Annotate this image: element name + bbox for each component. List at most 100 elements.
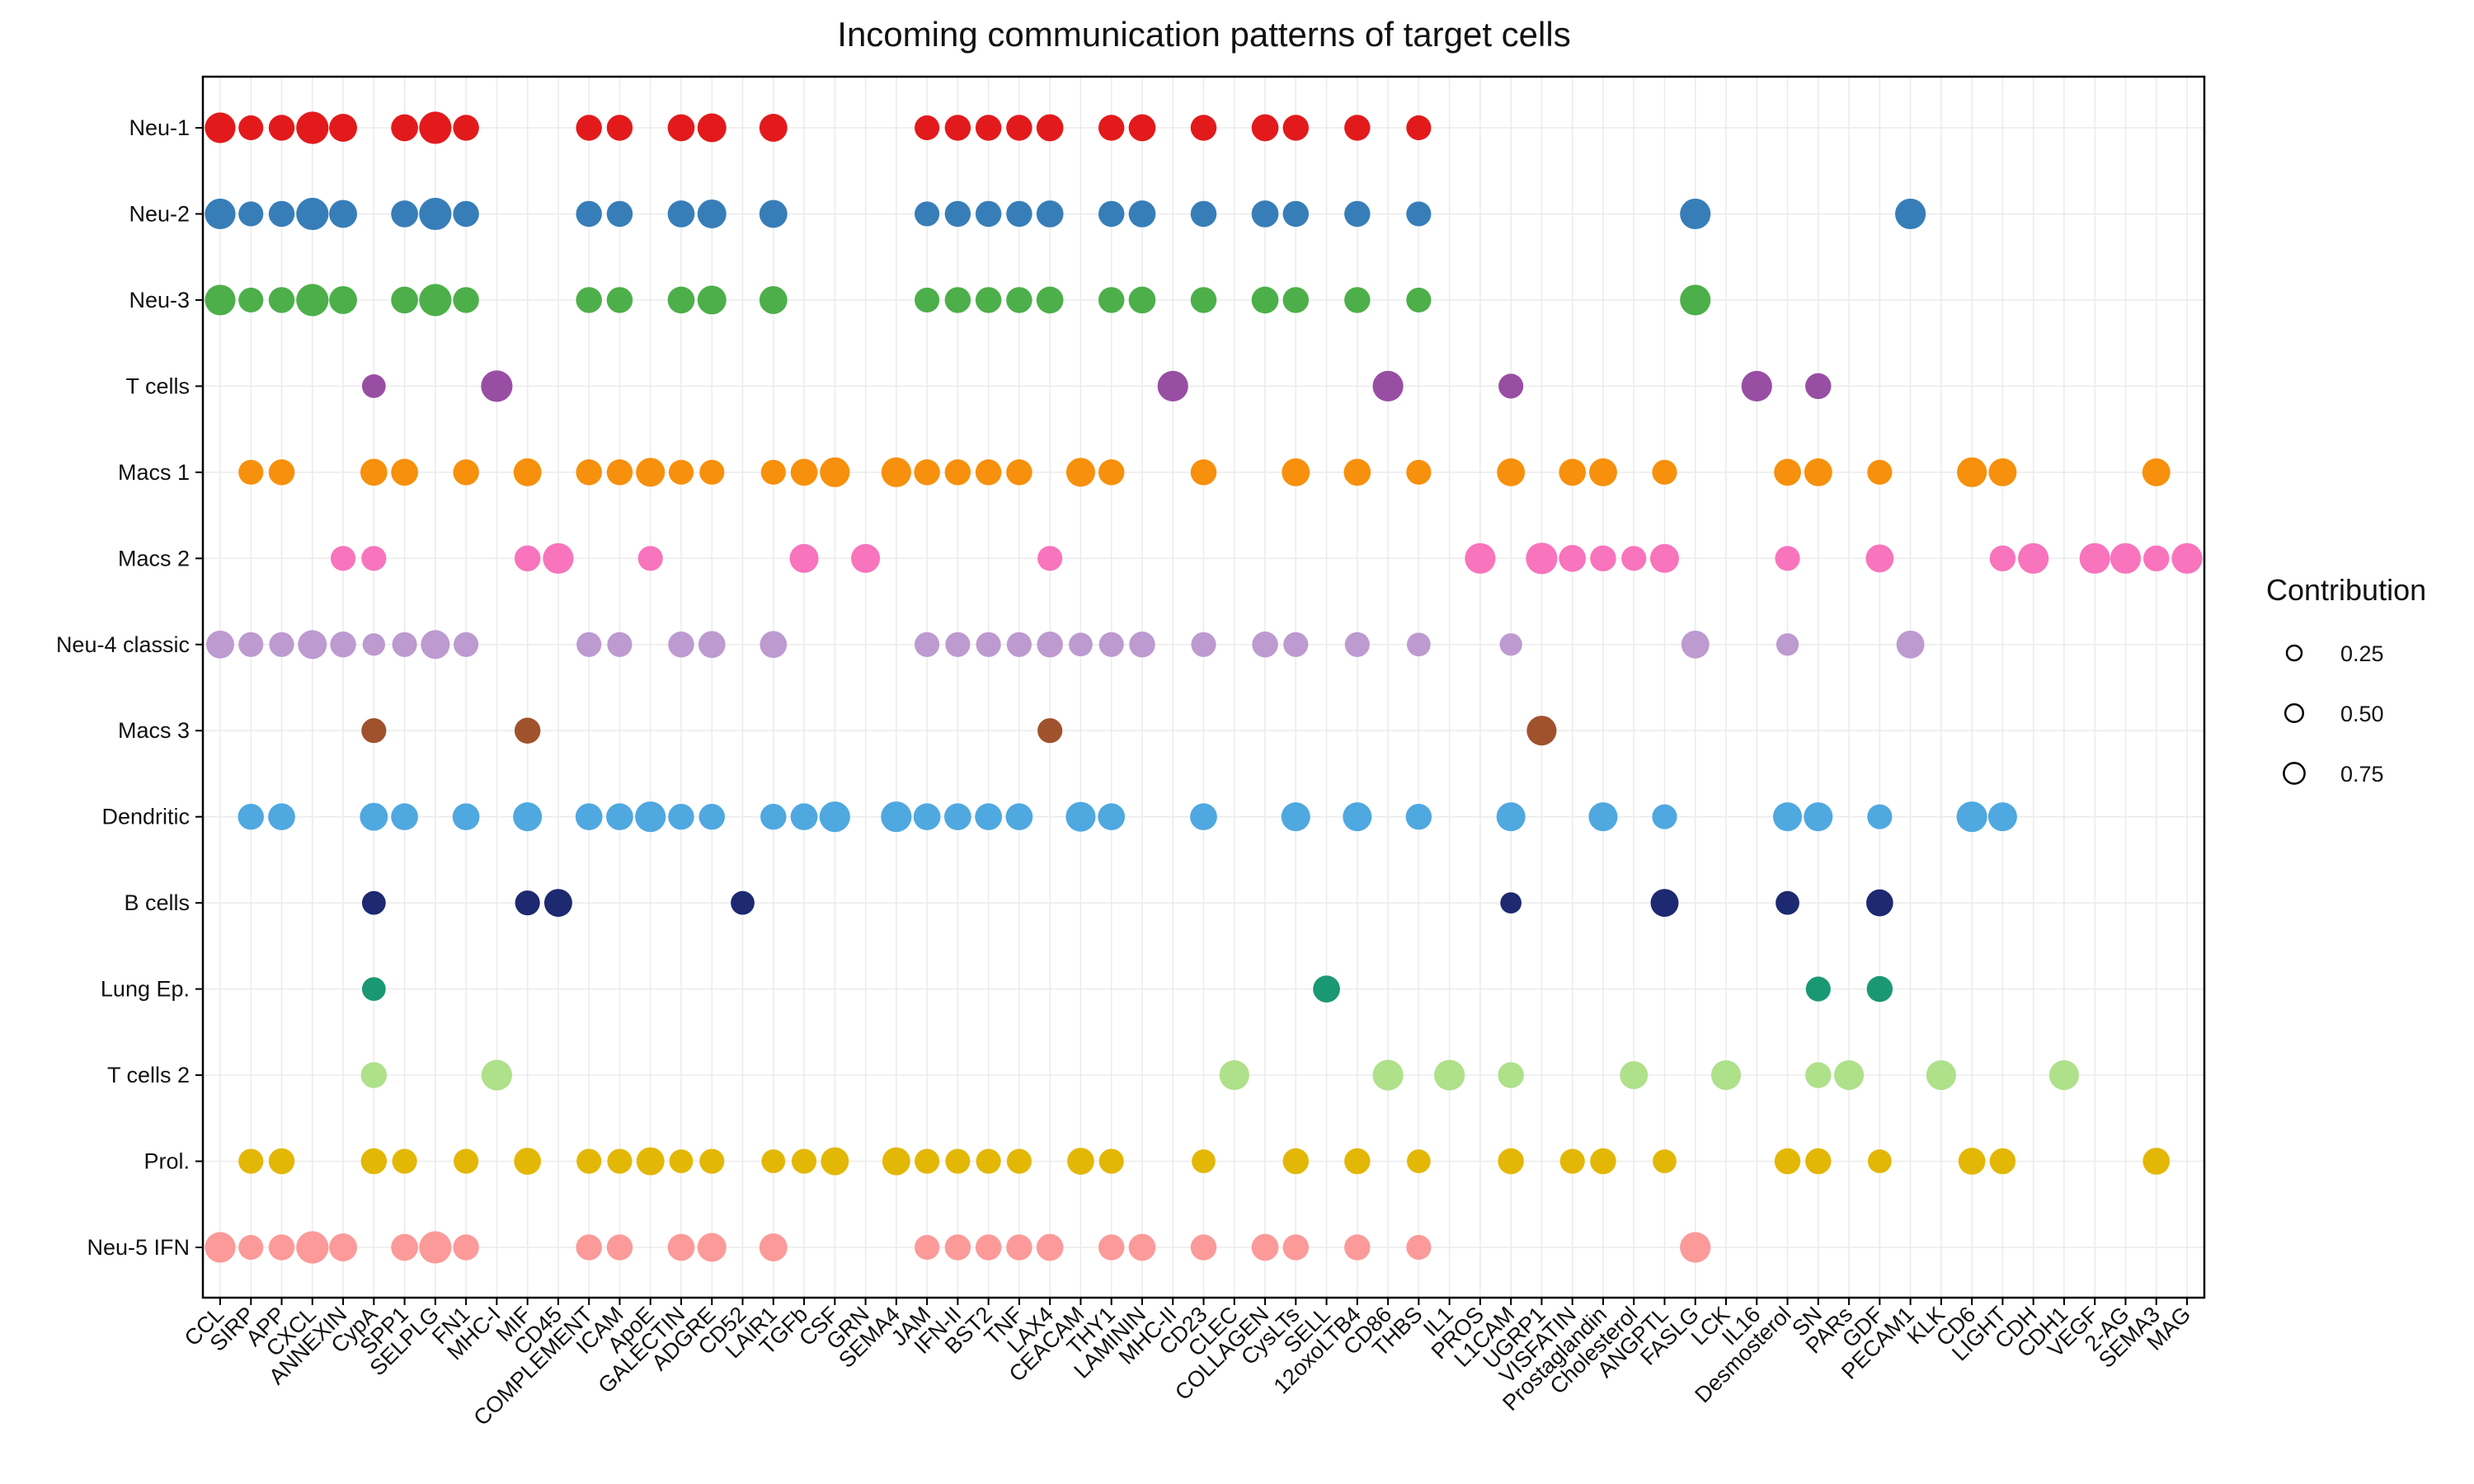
data-point: [881, 457, 911, 487]
data-point: [759, 285, 788, 314]
legend-size-label: 0.50: [2340, 702, 2384, 726]
data-point: [759, 1233, 788, 1261]
y-tick-label: Dendritic: [101, 805, 190, 829]
data-point: [637, 546, 663, 571]
data-point: [1621, 546, 1647, 571]
data-point: [606, 115, 633, 141]
data-point: [667, 200, 695, 228]
data-point: [1098, 1148, 1124, 1174]
data-point: [1805, 1062, 1832, 1088]
data-point: [1128, 1233, 1156, 1261]
data-point: [790, 458, 818, 486]
data-point: [1098, 459, 1125, 486]
data-point: [1526, 542, 1558, 575]
data-point: [1190, 803, 1217, 831]
data-point: [975, 1234, 1002, 1261]
data-point: [576, 200, 602, 228]
data-point: [1406, 632, 1431, 657]
data-point: [1405, 803, 1432, 830]
data-point: [975, 459, 1002, 486]
data-point: [1037, 632, 1063, 658]
data-point: [1804, 802, 1833, 832]
data-point: [914, 459, 940, 486]
data-point: [1006, 632, 1032, 657]
data-point: [296, 197, 329, 231]
data-point: [576, 1234, 602, 1261]
data-point: [1344, 200, 1371, 228]
data-point: [1774, 458, 1801, 486]
data-point: [945, 1148, 971, 1174]
data-point: [362, 633, 385, 656]
data-point: [296, 284, 329, 317]
data-point: [1128, 200, 1156, 228]
data-point: [543, 889, 572, 918]
grid-lines: [203, 77, 2204, 1298]
data-point: [699, 1148, 725, 1174]
data-point: [668, 459, 694, 485]
data-point: [514, 717, 541, 744]
data-point: [1006, 1148, 1032, 1174]
data-point: [268, 803, 295, 831]
data-point: [606, 1234, 633, 1261]
data-points: [205, 111, 2203, 1264]
data-point: [944, 287, 971, 313]
data-point: [668, 803, 694, 830]
data-point: [268, 115, 295, 141]
data-point: [1251, 200, 1279, 228]
data-point: [697, 113, 727, 143]
data-point: [1652, 459, 1677, 485]
data-point: [607, 632, 633, 657]
data-point: [1804, 458, 1832, 486]
data-point: [1098, 803, 1126, 831]
data-point: [1069, 632, 1093, 657]
data-point: [976, 632, 1001, 657]
data-point: [361, 374, 386, 398]
data-point: [975, 803, 1002, 831]
data-point: [1590, 545, 1616, 572]
data-point: [1988, 458, 2017, 486]
data-point: [1006, 200, 1032, 228]
data-point: [1498, 373, 1524, 399]
data-point: [1958, 1148, 1986, 1175]
data-point: [515, 890, 540, 916]
data-point: [1989, 1148, 2016, 1175]
data-point: [1006, 115, 1032, 141]
data-point: [391, 458, 418, 486]
data-point: [1497, 458, 1526, 486]
x-axis: CCLSIRPAPPCXCLANNEXINCypASPP1SELPLGFN1MH…: [180, 1298, 2195, 1430]
data-point: [2018, 542, 2049, 574]
data-point: [238, 1234, 264, 1261]
data-point: [205, 1232, 236, 1263]
data-point: [2142, 458, 2171, 486]
data-point: [330, 632, 356, 658]
data-point: [361, 546, 387, 571]
data-point: [945, 632, 971, 657]
data-point: [1282, 1234, 1310, 1261]
data-point: [1157, 370, 1188, 402]
y-tick-label: Neu-4 classic: [56, 632, 190, 657]
data-point: [1500, 892, 1522, 914]
data-point: [1344, 1148, 1371, 1175]
data-point: [975, 115, 1002, 141]
data-point: [1128, 114, 1156, 142]
data-point: [391, 1233, 418, 1261]
data-point: [975, 287, 1002, 313]
legend-size-circle: [2284, 702, 2305, 724]
data-point: [1098, 200, 1125, 228]
data-point: [1406, 287, 1432, 312]
data-point: [851, 543, 881, 573]
data-point: [453, 200, 479, 228]
data-point: [1866, 975, 1893, 1003]
y-tick-label: Lung Ep.: [101, 977, 190, 1002]
data-point: [296, 1231, 329, 1264]
y-tick-label: Neu-5 IFN: [87, 1235, 190, 1260]
y-tick-label: Macs 3: [118, 718, 190, 743]
data-point: [576, 632, 602, 657]
data-point: [636, 1147, 665, 1176]
data-point: [1498, 1148, 1524, 1175]
data-point: [1372, 370, 1404, 402]
y-tick-label: Neu-2: [129, 201, 190, 226]
data-point: [915, 1148, 940, 1174]
data-point: [606, 803, 633, 831]
data-point: [1372, 1059, 1404, 1091]
